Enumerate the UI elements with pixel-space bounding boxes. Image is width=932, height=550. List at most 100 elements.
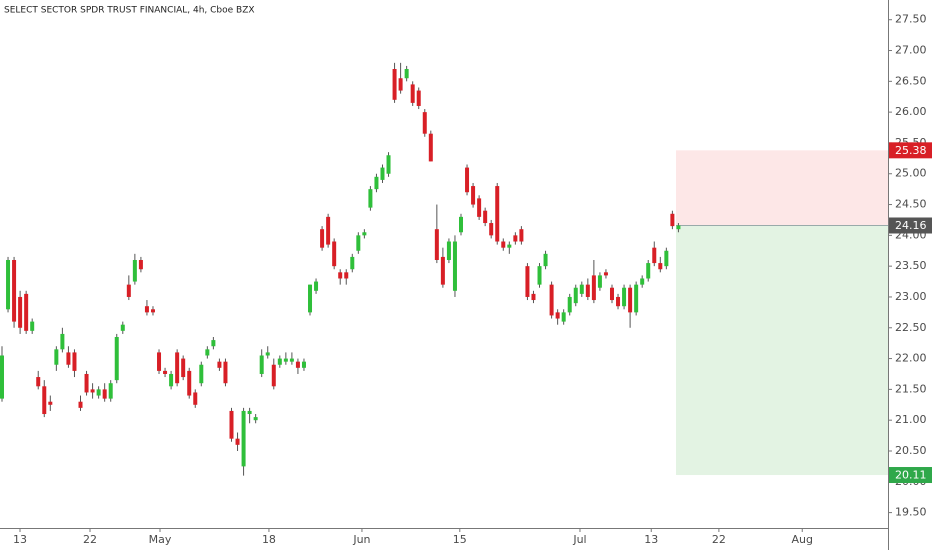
candle-body — [54, 349, 59, 365]
candle-body — [350, 256, 355, 270]
candle-body — [640, 278, 645, 285]
y-tick-label: 27.50 — [895, 13, 927, 26]
candle-body — [84, 373, 89, 393]
candle-body — [78, 401, 83, 408]
candle-body — [428, 133, 433, 162]
x-tick-label: May — [149, 533, 172, 546]
y-tick-label: 26.00 — [895, 105, 927, 118]
x-tick-label: 13 — [644, 533, 658, 546]
candle-body — [24, 293, 29, 331]
candle-body — [223, 361, 228, 384]
candle-body — [501, 241, 506, 248]
candle-body — [102, 389, 107, 399]
candle-body — [66, 352, 71, 365]
candle-body — [368, 189, 373, 208]
candle-body — [205, 349, 210, 356]
candle-body — [289, 358, 294, 362]
candle-body — [471, 186, 476, 205]
candle-body — [253, 417, 258, 421]
candle-body — [48, 401, 53, 405]
candle-body — [477, 198, 482, 217]
candle-body — [114, 337, 119, 381]
candle-body — [90, 389, 95, 393]
candle-body — [96, 389, 101, 396]
candle-body — [573, 287, 578, 304]
candle-body — [332, 241, 337, 267]
candle-body — [193, 392, 198, 405]
candle-body — [169, 373, 174, 387]
candle-body — [634, 284, 639, 313]
price-tag-label: 25.38 — [895, 144, 927, 157]
candle-body — [676, 225, 681, 230]
candle-body — [622, 287, 627, 307]
candle-body — [344, 272, 349, 279]
candle-body — [591, 275, 596, 301]
candle-body — [507, 244, 512, 248]
candle-body — [386, 155, 391, 174]
candle-body — [157, 352, 162, 371]
candle-body — [42, 386, 47, 415]
candle-body — [132, 259, 137, 282]
candle-body — [628, 287, 633, 313]
candle-body — [144, 306, 149, 313]
x-tick-label: 15 — [453, 533, 467, 546]
candle-body — [265, 352, 270, 356]
candle-body — [271, 364, 276, 387]
candle-body — [126, 284, 131, 297]
chart-title: SELECT SECTOR SPDR TRUST FINANCIAL, 4h, … — [4, 6, 255, 16]
price-tag — [889, 467, 932, 484]
candle-body — [150, 309, 155, 313]
candle-body — [120, 324, 125, 331]
candle-body — [175, 352, 180, 384]
candle-body — [543, 253, 548, 267]
candle-body — [211, 340, 216, 347]
candle-body — [30, 321, 35, 331]
x-tick-label: 13 — [13, 533, 27, 546]
candle-body — [652, 247, 657, 264]
candle-body — [537, 266, 542, 285]
y-tick-label: 21.00 — [895, 413, 927, 426]
risk-zone — [676, 150, 888, 226]
candle-body — [181, 358, 186, 378]
x-tick-label: Jun — [352, 533, 370, 546]
candle-body — [326, 216, 331, 245]
candle-body — [646, 263, 651, 279]
y-tick-label: 22.50 — [895, 321, 927, 334]
y-tick-label: 24.50 — [895, 198, 927, 211]
candle-body — [277, 358, 282, 365]
y-tick-label: 23.00 — [895, 290, 927, 303]
candle-body — [603, 272, 608, 276]
candle-body — [295, 361, 300, 368]
candle-body — [579, 284, 584, 294]
x-tick-label: Aug — [791, 533, 812, 546]
candle-body — [374, 176, 379, 190]
y-tick-label: 26.50 — [895, 74, 927, 87]
price-tag-label: 24.16 — [895, 219, 927, 232]
candle-body — [217, 361, 222, 368]
candle-body — [609, 287, 614, 301]
price-tag — [889, 142, 932, 159]
candle-body — [108, 383, 113, 399]
candle-body — [434, 229, 439, 260]
candle-body — [658, 263, 663, 270]
x-tick-label: 22 — [83, 533, 97, 546]
candle-body — [459, 216, 464, 233]
reward-zone — [676, 225, 888, 476]
price-tag-label: 20.11 — [895, 469, 927, 482]
candle-body — [513, 235, 518, 242]
candle-body — [18, 296, 23, 328]
y-tick-label: 21.50 — [895, 382, 927, 395]
candle-body — [301, 361, 306, 368]
candle-body — [555, 312, 560, 319]
candle-body — [483, 210, 488, 224]
x-tick-label: 22 — [712, 533, 726, 546]
candle-body — [561, 312, 566, 322]
candle-body — [356, 235, 361, 251]
candle-body — [585, 284, 590, 297]
candle-body — [12, 259, 17, 322]
candle-body — [525, 266, 530, 297]
candle-body — [6, 259, 11, 310]
candle-body — [241, 410, 246, 467]
x-tick-label: Jul — [572, 533, 586, 546]
